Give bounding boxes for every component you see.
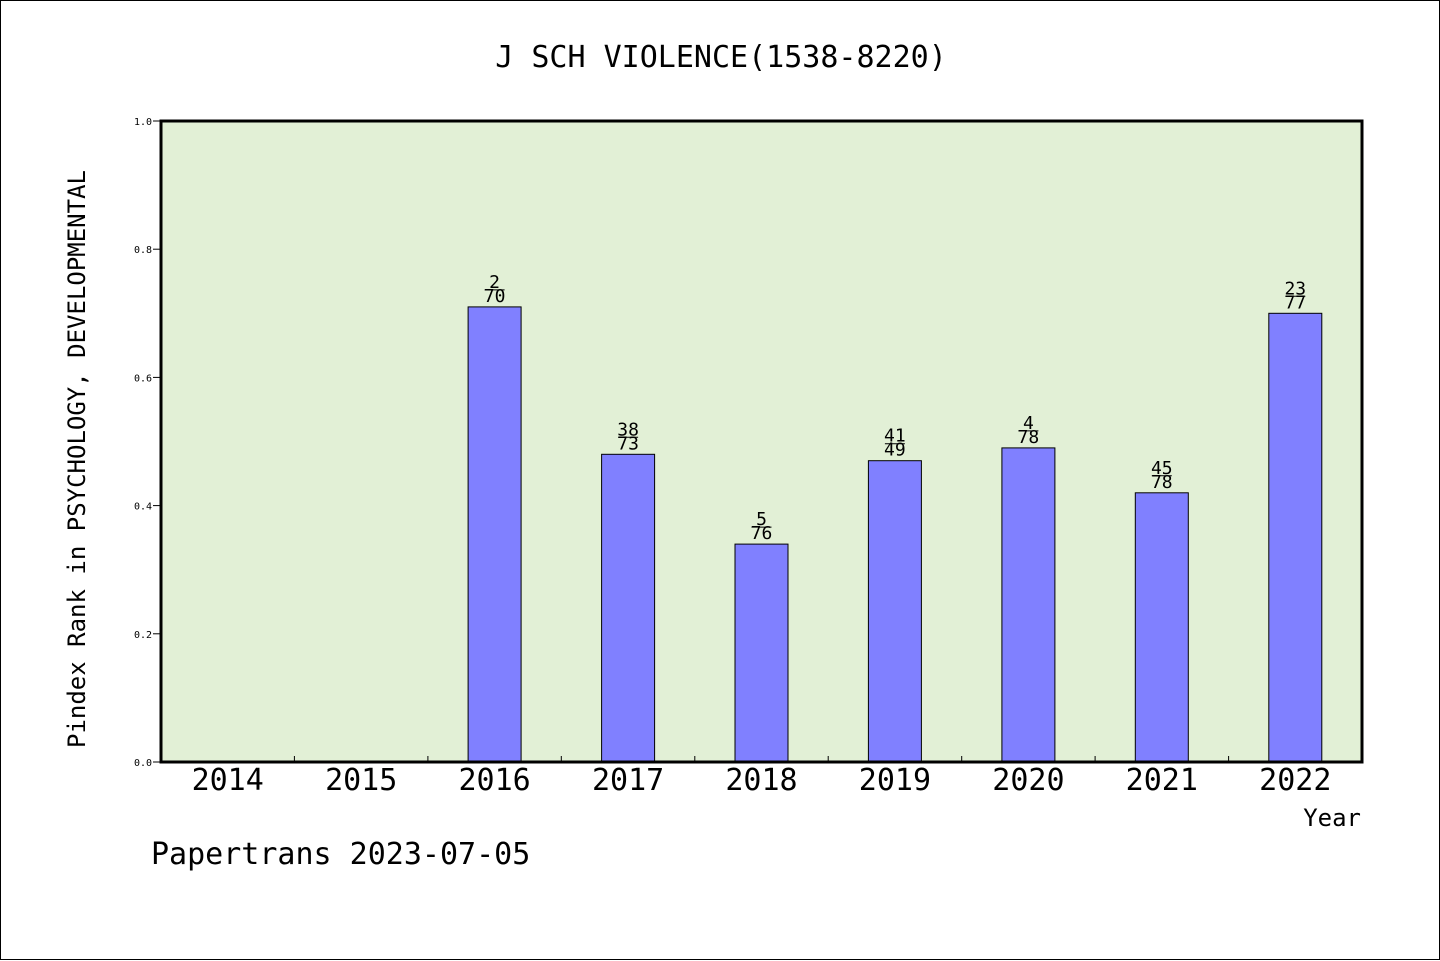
x-tick-label-2015: 2015: [325, 763, 397, 798]
x-tick-label-2019: 2019: [859, 763, 931, 798]
bar-label-numerator-2022: 23: [1284, 278, 1306, 299]
y-tick-label-0.4: 0.4: [134, 502, 152, 513]
y-tick-label-0.0: 0.0: [134, 758, 152, 769]
bar-label-denominator-2022: 77: [1284, 292, 1306, 313]
bar-label-numerator-2021: 45: [1151, 458, 1173, 479]
bar-2022: [1268, 312, 1323, 763]
x-tick-label-2017: 2017: [592, 763, 664, 798]
y-axis-label: Pindex Rank in PSYCHOLOGY, DEVELOPMENTAL: [63, 170, 91, 748]
x-tick-label-2020: 2020: [992, 763, 1064, 798]
x-tick-label-2022: 2022: [1259, 763, 1331, 798]
bar-label-denominator-2020: 78: [1018, 427, 1040, 448]
bar-2016: [467, 306, 522, 763]
x-tick-label-2021: 2021: [1126, 763, 1198, 798]
x-tick-label-2016: 2016: [458, 763, 530, 798]
bar-label-numerator-2018: 5: [756, 509, 767, 530]
bar-label-numerator-2019: 41: [884, 426, 906, 447]
x-axis-label: Year: [1303, 804, 1361, 832]
bars-group: [467, 306, 1323, 763]
bar-label-denominator-2016: 70: [484, 286, 506, 307]
y-tick-label-0.6: 0.6: [134, 373, 152, 384]
bar-label-denominator-2019: 49: [884, 440, 906, 461]
bar-label-numerator-2020: 4: [1023, 413, 1034, 434]
bar-2020: [1001, 447, 1056, 763]
bar-label-denominator-2018: 76: [751, 523, 773, 544]
bar-2021: [1134, 492, 1189, 763]
bar-label-numerator-2017: 38: [617, 419, 639, 440]
x-tick-label-2014: 2014: [192, 763, 264, 798]
credit-text: Papertrans 2023-07-05: [151, 837, 530, 872]
plot-border: [159, 119, 1364, 764]
bar-2018: [734, 543, 789, 763]
x-axis: 2014 2015 2016 2017 2018 2019 2020 2021 2022: [192, 756, 1331, 798]
bar-label-denominator-2021: 78: [1151, 472, 1173, 493]
bar-label-numerator-2016: 2: [489, 272, 500, 293]
bar-2019: [867, 460, 922, 763]
y-tick-label-1.0: 1.0: [134, 117, 152, 128]
x-tick-label-2018: 2018: [725, 763, 797, 798]
y-axis: 0.0 0.2 0.4 0.6 0.8 1.0: [134, 117, 161, 769]
chart-title: J SCH VIOLENCE(1538-8220): [495, 40, 947, 75]
bar-label-denominator-2017: 73: [617, 433, 639, 454]
y-tick-label-0.2: 0.2: [134, 630, 152, 641]
bar-2017: [601, 453, 656, 763]
y-tick-label-0.8: 0.8: [134, 245, 152, 256]
